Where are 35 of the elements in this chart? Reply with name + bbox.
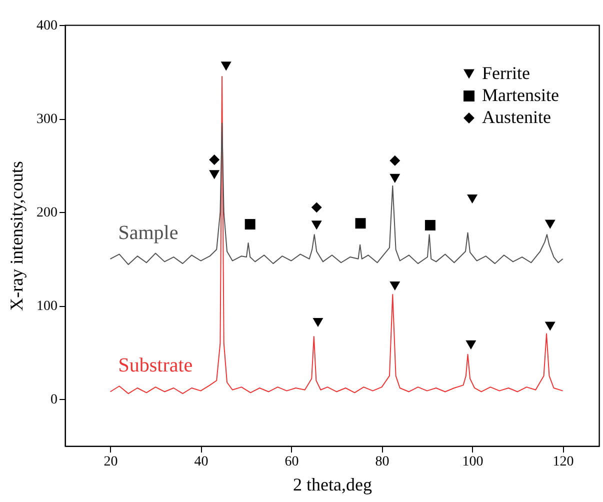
point — [390, 281, 400, 291]
point — [209, 170, 220, 180]
point — [311, 220, 322, 230]
x-tick-label: 40 — [194, 454, 208, 470]
point — [311, 202, 322, 213]
x-tick-label: 60 — [284, 454, 299, 470]
point — [390, 174, 400, 183]
legend-label: Ferrite — [482, 63, 530, 83]
point — [466, 340, 476, 350]
point — [355, 218, 366, 229]
x-tick-label: 20 — [104, 454, 118, 470]
point — [544, 220, 556, 229]
point — [220, 62, 232, 71]
legend-label: Austenite — [482, 107, 551, 127]
y-axis-title: X-ray intensity,couts — [6, 161, 26, 311]
line-series — [110, 122, 564, 265]
point — [312, 318, 324, 328]
point — [544, 322, 556, 331]
point — [209, 154, 220, 165]
series-label: Substrate — [118, 354, 193, 377]
point — [390, 155, 400, 166]
point — [244, 219, 256, 230]
y-tick-label: 400 — [36, 18, 58, 34]
point — [467, 194, 478, 204]
series-label: Sample — [118, 222, 178, 244]
x-tick-label: 80 — [375, 454, 390, 470]
legend-label: Martensite — [482, 85, 559, 105]
point — [424, 220, 436, 230]
x-axis-title: 2 theta,deg — [293, 474, 372, 494]
y-tick-label: 300 — [36, 112, 58, 128]
x-tick-label: 100 — [462, 454, 484, 470]
y-tick-label: 100 — [36, 299, 58, 314]
x-tick-label: 120 — [552, 454, 574, 470]
y-tick-label: 0 — [50, 392, 58, 408]
y-tick-label: 200 — [36, 206, 58, 221]
